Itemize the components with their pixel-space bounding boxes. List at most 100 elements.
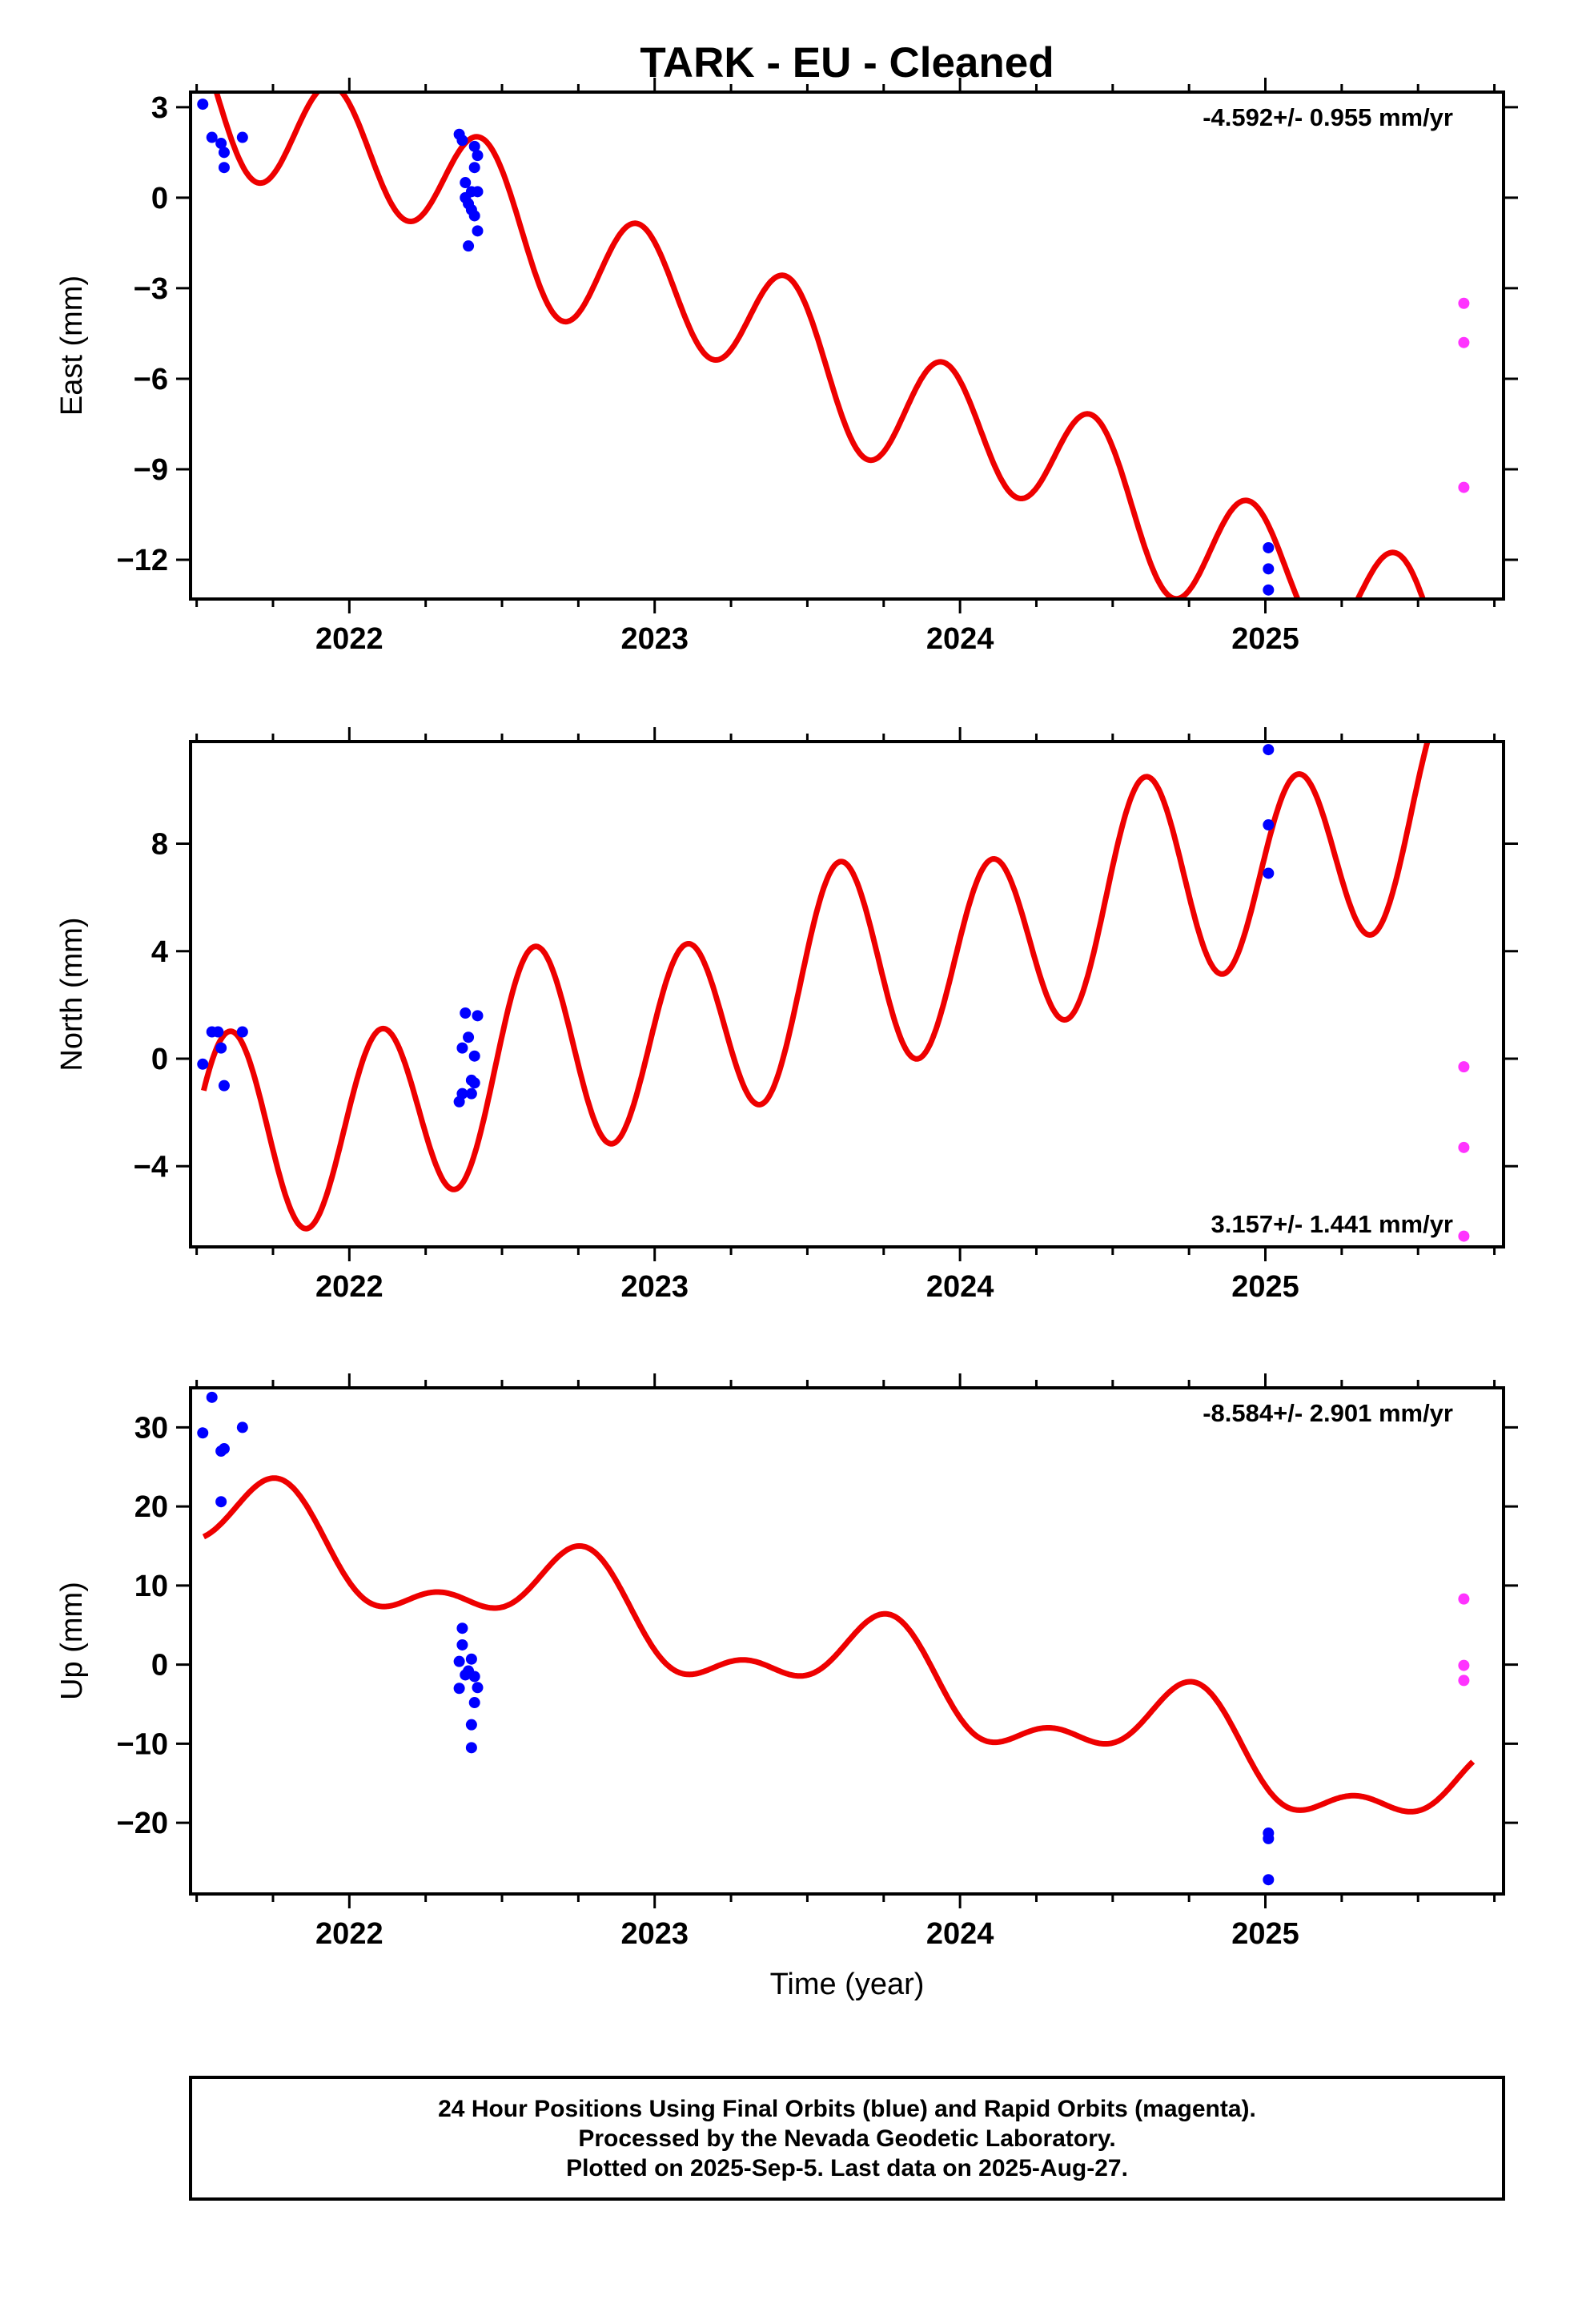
x-tick-label: 2022 <box>315 1917 383 1951</box>
final-orbit-point <box>197 1058 209 1070</box>
final-orbit-point <box>197 99 209 111</box>
final-orbit-point <box>212 1026 224 1038</box>
y-tick-label: −12 <box>117 544 168 577</box>
y-tick-label: −6 <box>134 363 168 396</box>
rapid-orbit-point <box>1458 1675 1470 1687</box>
final-orbit-point <box>468 140 480 152</box>
figure-title: TARK - EU - Cleaned <box>640 39 1054 86</box>
final-orbit-point <box>456 1042 468 1054</box>
x-tick-label: 2024 <box>926 1270 994 1304</box>
final-orbit-point <box>1263 819 1275 831</box>
footer-line-1: 24 Hour Positions Using Final Orbits (bl… <box>438 2096 1256 2122</box>
final-orbit-point <box>465 1742 477 1754</box>
final-orbit-point <box>465 1088 477 1100</box>
plot-frame <box>189 1386 1505 1896</box>
final-orbit-point <box>1263 1832 1275 1844</box>
rapid-orbit-point <box>1458 297 1470 309</box>
rapid-orbit-point <box>1458 481 1470 493</box>
x-tick-label: 2023 <box>620 1270 689 1304</box>
final-orbit-point <box>472 186 484 198</box>
footer-box: 24 Hour Positions Using Final Orbits (bl… <box>189 2076 1505 2201</box>
y-tick-label: 0 <box>151 182 168 215</box>
final-orbit-point <box>206 131 218 143</box>
footer-line-2: Processed by the Nevada Geodetic Laborat… <box>578 2125 1115 2152</box>
final-orbit-point <box>1263 563 1275 575</box>
model-curve-group <box>213 92 1426 599</box>
final-orbit-point <box>456 1638 468 1651</box>
final-orbit-point <box>218 1443 230 1455</box>
rapid-orbit-point <box>1458 1659 1470 1671</box>
final-orbit-point <box>460 177 472 189</box>
x-tick-label: 2025 <box>1231 1270 1299 1304</box>
y-tick-label: 20 <box>135 1490 168 1524</box>
final-orbit-point <box>218 162 230 174</box>
x-tick-label: 2022 <box>315 622 383 656</box>
final-orbit-point <box>1263 1874 1275 1886</box>
final-orbit-point <box>468 1697 480 1709</box>
y-tick-label: 3 <box>151 91 168 125</box>
final-orbit-point <box>468 1050 480 1062</box>
velocity-rate-label: -4.592+/- 0.955 mm/yr <box>1203 103 1453 131</box>
final-orbit-point <box>1263 541 1275 553</box>
plot-frame <box>189 740 1505 1248</box>
y-tick-label: 8 <box>151 828 168 862</box>
final-orbit-point <box>1263 867 1275 879</box>
final-orbit-point <box>463 1031 475 1043</box>
rapid-orbit-point <box>1458 1230 1470 1242</box>
velocity-rate-label: -8.584+/- 2.901 mm/yr <box>1203 1399 1453 1427</box>
final-orbit-point <box>236 1421 248 1433</box>
x-tick-label: 2024 <box>926 622 994 656</box>
x-tick-label: 2024 <box>926 1917 994 1951</box>
final-orbit-point <box>468 1077 480 1089</box>
final-orbit-point <box>472 1682 484 1694</box>
final-orbit-point <box>215 1496 227 1508</box>
footer-frame <box>189 2076 1505 2201</box>
panel-north: 2022 2023 2024 2025 8 4 0 −4 North (mm) 3.157+/- … <box>55 727 1518 1304</box>
final-orbit-point <box>472 150 484 162</box>
y-tick-label: 10 <box>135 1570 168 1603</box>
final-orbit-point <box>197 1427 209 1439</box>
final-orbit-point <box>465 1719 477 1731</box>
y-tick-label: 0 <box>151 1649 168 1683</box>
final-orbit-point <box>206 1391 218 1403</box>
x-tick-label: 2023 <box>620 622 689 656</box>
final-orbit-point <box>236 1026 248 1038</box>
final-orbit-point <box>1263 584 1275 596</box>
final-orbit-point <box>215 1042 227 1054</box>
final-orbit-point <box>468 1671 480 1683</box>
footer-line-3: Plotted on 2025-Sep-5. Last data on 2025… <box>566 2155 1128 2181</box>
y-tick-label: 0 <box>151 1043 168 1076</box>
y-tick-label: −3 <box>134 272 168 306</box>
model-curve <box>213 92 1426 599</box>
final-orbit-point <box>218 1080 230 1092</box>
final-orbit-point <box>460 1007 472 1019</box>
rapid-orbit-point <box>1458 1061 1470 1073</box>
final-orbit-point <box>472 1010 484 1022</box>
x-tick-label: 2022 <box>315 1270 383 1304</box>
final-orbit-point <box>453 1683 465 1695</box>
model-curve-group <box>202 1475 1476 1815</box>
y-axis-label: East (mm) <box>55 275 89 416</box>
y-tick-label: −10 <box>117 1727 168 1761</box>
panel-up: 2022 2023 2024 2025 30 20 10 0 −10 −20 Up (mm) Time… <box>55 1373 1518 2001</box>
final-orbit-point <box>218 147 230 159</box>
plot-frame <box>189 90 1505 601</box>
model-curve <box>201 742 1431 1232</box>
final-orbit-point <box>468 162 480 174</box>
y-tick-label: −4 <box>134 1150 168 1184</box>
final-orbit-point <box>468 210 480 222</box>
y-tick-label: 4 <box>151 935 168 969</box>
y-tick-label: −20 <box>117 1807 168 1840</box>
velocity-rate-label: 3.157+/- 1.441 mm/yr <box>1211 1210 1453 1238</box>
rapid-orbit-point <box>1458 1141 1470 1153</box>
final-orbit-point <box>456 135 468 147</box>
x-tick-label: 2025 <box>1231 1917 1299 1951</box>
y-tick-label: −9 <box>134 453 168 487</box>
final-orbit-point <box>453 1655 465 1667</box>
final-orbit-point <box>472 225 484 237</box>
x-tick-label: 2025 <box>1231 622 1299 656</box>
rapid-orbit-point <box>1458 1593 1470 1605</box>
y-tick-label: 30 <box>135 1411 168 1445</box>
y-axis-label: Up (mm) <box>55 1582 89 1700</box>
